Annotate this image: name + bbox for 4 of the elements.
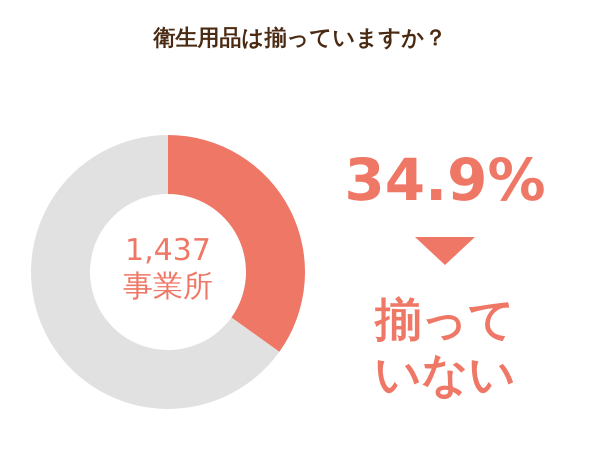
chart-title: 衛生用品は揃っていますか？ [152,26,446,51]
data-label: 34.9% [344,146,546,214]
legend-label: 揃っていない [373,292,516,401]
text: 1,437 事業所 [123,233,213,304]
